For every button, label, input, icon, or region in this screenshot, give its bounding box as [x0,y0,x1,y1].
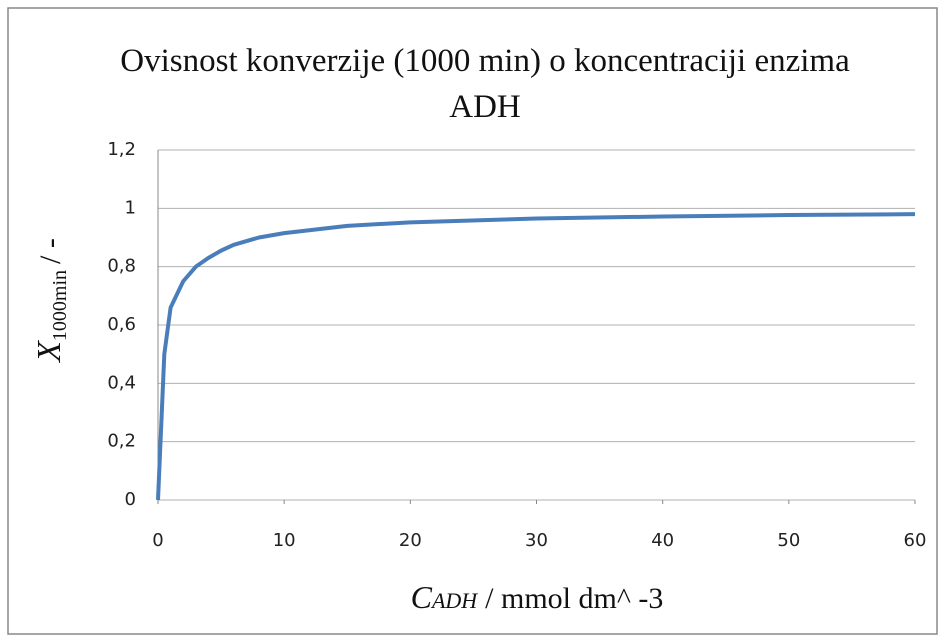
chart-border [7,7,938,635]
y-label-subscript: 1000min [49,270,71,341]
x-tick-label: 30 [525,530,548,551]
chart-title: Ovisnost konverzije (1000 min) o koncent… [120,43,850,125]
y-axis-label: X1000min / - [31,238,71,364]
y-label-unit: / - [34,238,67,264]
y-tick-label: 0,8 [107,256,136,277]
y-tick-label: 0,4 [107,372,136,393]
x-tick-label: 50 [777,530,800,551]
x-tick-label: 0 [152,530,163,551]
data-line [156,212,916,501]
y-tick-label: 0 [125,489,136,510]
x-label-symbol: C [411,579,433,615]
x-tick-label: 20 [399,530,422,551]
plot: 0 0,2 0,4 0,6 0,8 1 1,2 0 10 20 30 40 50 60 [107,139,926,551]
y-label-symbol: X [31,340,68,364]
y-tick-label: 1,2 [107,139,136,160]
x-label-subscript: ADH [430,588,478,613]
y-tick-label: 0,2 [107,431,136,452]
x-tick-label: 40 [651,530,674,551]
y-tick-label: 1 [125,197,136,218]
x-tick-label: 10 [273,530,296,551]
x-axis-label: CADH / mmol dm^ -3 [411,579,664,615]
x-label-unit: / mmol dm^ -3 [485,582,663,615]
y-tick-label: 0,6 [107,314,136,335]
x-tick-label: 60 [904,530,927,551]
